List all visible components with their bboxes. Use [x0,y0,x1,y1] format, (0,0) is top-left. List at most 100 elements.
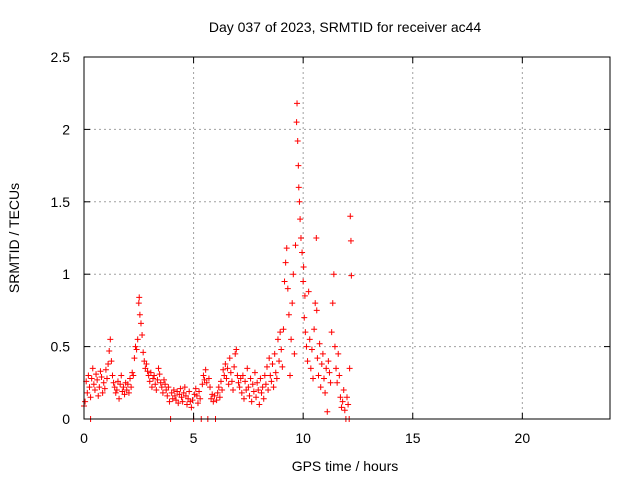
data-point [279,363,286,370]
data-point [266,355,273,362]
data-point [255,387,262,394]
data-point [148,384,155,391]
data-point [116,395,123,402]
data-point [175,400,182,407]
data-point [159,389,166,396]
data-point [152,381,159,388]
data-point [87,394,94,401]
data-point [297,216,304,223]
data-point [105,360,112,367]
data-point [292,242,299,249]
data-point [344,394,350,401]
data-point [197,395,204,402]
x-tick-label: 15 [405,430,421,446]
data-point [225,381,232,388]
data-point [177,385,184,392]
data-point [287,372,294,379]
y-tick-label: 2.5 [51,49,71,65]
data-point [313,307,320,314]
data-point [326,369,333,376]
data-point [136,294,143,301]
data-point [303,343,310,350]
data-point [327,379,334,386]
data-point [316,340,323,347]
data-point [140,349,147,356]
x-axis-label: GPS time / hours [292,458,399,474]
data-point [347,237,354,244]
data-point [104,375,111,382]
data-point [299,249,306,256]
data-point [278,346,285,353]
data-point [101,385,108,392]
y-axis-label: SRMTID / TECUs [6,183,22,293]
data-point [306,336,313,343]
data-point [311,326,318,333]
data-point [109,372,116,379]
data-point [333,365,340,372]
data-point [249,381,256,388]
data-point [199,381,206,388]
data-point [188,404,195,411]
data-point [170,387,177,394]
data-point [205,375,212,382]
data-point [291,350,298,357]
data-point [193,392,200,399]
data-point [261,372,268,379]
data-point [89,365,96,372]
data-point [294,137,301,144]
data-point [129,369,136,376]
y-tick-label: 0.5 [51,339,71,355]
data-point [280,326,287,333]
data-point [155,365,162,372]
data-point [296,198,303,205]
data-point [335,350,342,357]
data-point [300,263,307,270]
data-point [143,360,150,367]
data-point [86,384,93,391]
x-tick-label: 5 [190,430,198,446]
data-point [244,365,251,372]
data-point [297,235,304,241]
data-point [340,387,347,394]
data-point [139,332,146,339]
data-point [164,392,171,399]
axis-ticks: 0 0.5 1 1.5 2 2.5 0 5 10 15 20 [51,49,610,446]
data-point [179,398,186,405]
data-point [230,387,237,394]
data-point [258,389,265,396]
data-point [95,392,102,399]
data-point [268,378,275,385]
data-point [314,355,321,362]
data-point [153,387,160,394]
data-point [210,398,217,405]
data-point [323,365,330,372]
data-point [330,271,337,278]
data-point [293,119,300,126]
data-point [328,329,335,336]
data-point [93,371,100,378]
data-point [85,372,92,379]
data-point [128,384,135,391]
data-point [156,371,163,378]
data-point [162,381,169,388]
data-point [320,375,327,382]
data-point [253,394,260,401]
data-point [121,391,128,398]
data-point [158,384,165,391]
data-point [302,329,309,336]
y-tick-label: 1 [62,266,70,282]
data-point [165,384,172,391]
data-point [272,369,279,376]
data-point [91,387,98,394]
data-point [90,381,97,388]
data-point [339,398,346,405]
data-point [232,350,239,357]
data-point [262,381,269,388]
data-point [325,358,332,365]
data-point [112,389,119,396]
data-point [96,384,103,391]
data-point [270,384,277,391]
x-tick-label: 0 [80,430,88,446]
data-point [146,378,153,385]
data-point [233,346,240,353]
